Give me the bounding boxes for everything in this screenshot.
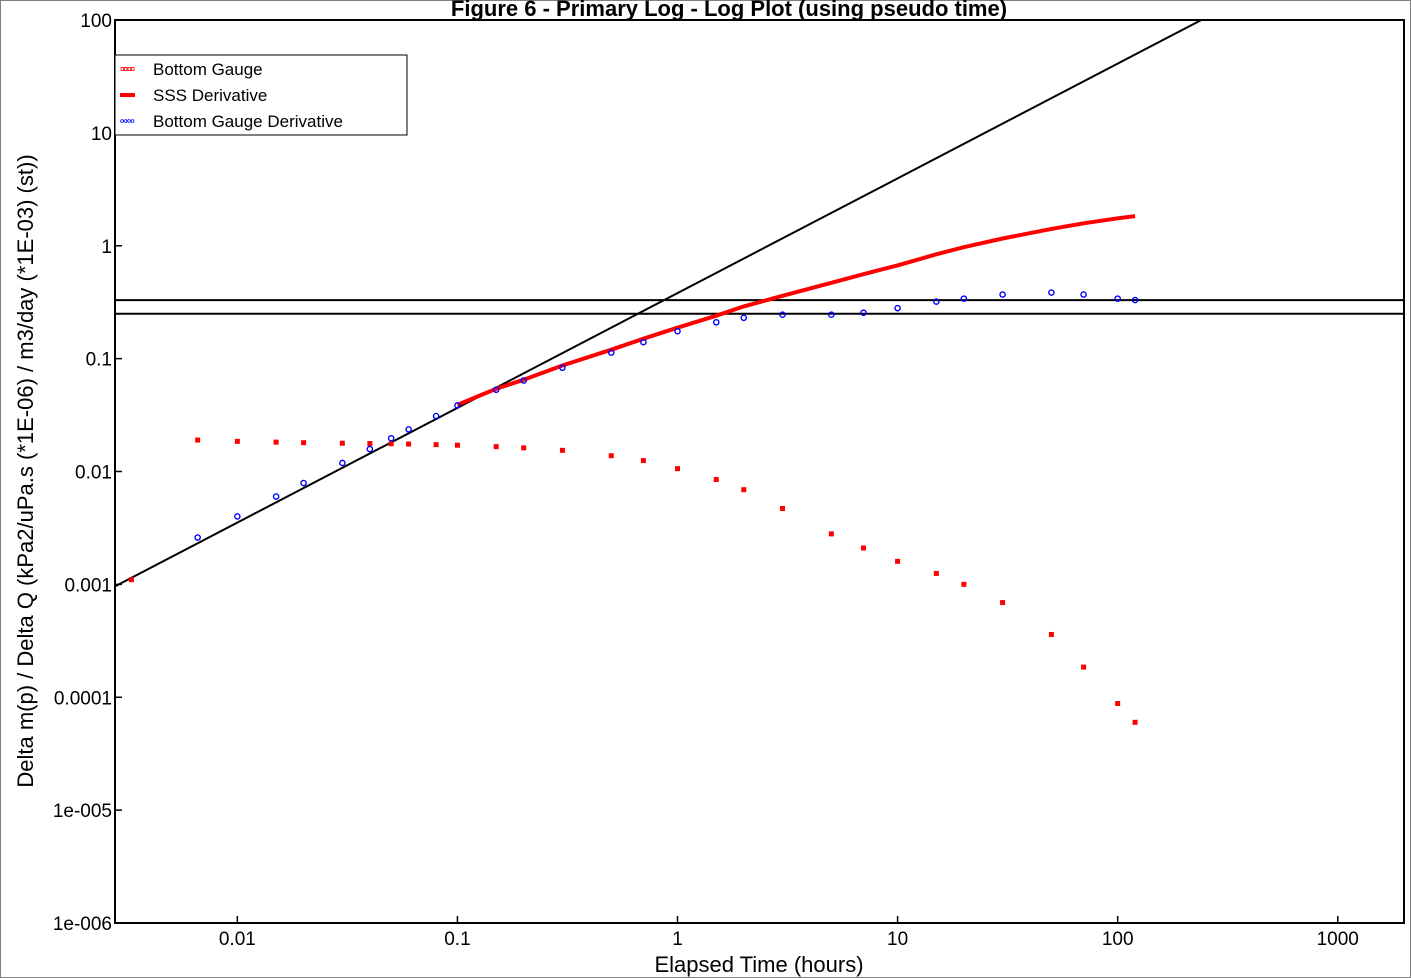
y-tick-label: 100 bbox=[80, 11, 112, 32]
chart-title: Figure 6 - Primary Log - Log Plot (using… bbox=[451, 0, 1007, 21]
y-tick-label: 0.0001 bbox=[54, 688, 112, 709]
x-axis-label: Elapsed Time (hours) bbox=[654, 952, 863, 977]
data-point bbox=[894, 304, 901, 312]
data-point bbox=[234, 513, 241, 520]
unit-slope-line bbox=[114, 19, 1202, 588]
data-point bbox=[741, 487, 747, 493]
legend: Bottom Gauge SSS Derivative Bottom Gauge D… bbox=[114, 54, 408, 136]
data-point bbox=[387, 434, 395, 442]
legend-symbol bbox=[120, 67, 135, 71]
data-point bbox=[1048, 289, 1055, 296]
data-point bbox=[779, 311, 786, 318]
data-point bbox=[1000, 600, 1006, 606]
data-point bbox=[433, 442, 439, 448]
data-point bbox=[454, 442, 460, 448]
data-point bbox=[234, 438, 240, 444]
data-point bbox=[521, 445, 527, 451]
data-point bbox=[1114, 295, 1121, 302]
data-point bbox=[405, 426, 412, 433]
x-tick-label: 1 bbox=[672, 929, 683, 950]
data-point bbox=[493, 444, 499, 450]
x-tick-label: 1000 bbox=[1317, 929, 1359, 950]
data-point bbox=[860, 309, 867, 317]
data-point bbox=[1132, 719, 1138, 725]
y-tick-label: 1 bbox=[101, 237, 112, 258]
data-point bbox=[366, 445, 374, 453]
data-point bbox=[828, 311, 835, 318]
legend-symbol bbox=[120, 119, 135, 123]
data-point bbox=[640, 338, 647, 346]
y-tick-label: 1e-005 bbox=[53, 801, 112, 822]
data-point bbox=[432, 412, 440, 420]
data-point bbox=[406, 441, 412, 447]
data-point bbox=[999, 291, 1006, 298]
legend-label: Bottom Gauge Derivative bbox=[153, 112, 343, 131]
data-point bbox=[559, 447, 565, 453]
legend-symbol bbox=[120, 93, 135, 97]
data-point bbox=[933, 570, 939, 576]
data-point bbox=[607, 349, 615, 356]
data-point bbox=[675, 466, 681, 472]
data-point bbox=[1081, 664, 1087, 670]
data-point bbox=[1048, 631, 1054, 637]
data-point bbox=[712, 318, 720, 326]
data-point bbox=[300, 479, 307, 487]
data-point bbox=[960, 295, 968, 302]
x-tick-label: 0.1 bbox=[444, 929, 470, 950]
data-point bbox=[388, 441, 394, 447]
data-point bbox=[559, 364, 566, 372]
data-point bbox=[674, 327, 681, 335]
data-point bbox=[640, 458, 646, 464]
legend-label: SSS Derivative bbox=[153, 86, 267, 105]
data-point bbox=[861, 545, 867, 551]
data-point bbox=[339, 459, 346, 467]
legend-label: Bottom Gauge bbox=[153, 60, 263, 79]
x-tick-label: 100 bbox=[1102, 929, 1134, 950]
series-bottom-gauge-derivative bbox=[194, 289, 1139, 541]
data-point bbox=[1131, 296, 1139, 304]
data-point bbox=[1115, 701, 1121, 707]
series-sss-derivative bbox=[456, 214, 1136, 407]
data-point bbox=[520, 377, 527, 384]
axis-ticks: 0.01 0.1 1 10 100 1000 1e-006 1e-005 0.0001 0.001… bbox=[53, 11, 1359, 950]
data-point bbox=[339, 440, 345, 446]
series-bottom-gauge bbox=[128, 437, 1138, 725]
y-tick-label: 0.01 bbox=[75, 463, 112, 484]
data-point bbox=[272, 493, 280, 500]
data-point bbox=[780, 506, 786, 512]
data-point bbox=[1080, 291, 1087, 298]
data-point bbox=[454, 402, 461, 409]
data-point bbox=[828, 531, 834, 537]
data-point bbox=[273, 439, 279, 445]
data-point bbox=[933, 298, 940, 305]
data-point bbox=[367, 441, 373, 447]
data-point bbox=[961, 581, 967, 587]
data-point bbox=[194, 534, 201, 541]
data-point bbox=[713, 476, 719, 482]
legend-box bbox=[114, 54, 408, 136]
data-point bbox=[895, 558, 901, 564]
data-series bbox=[128, 214, 1139, 725]
data-point bbox=[740, 314, 748, 322]
data-point bbox=[492, 386, 500, 394]
y-tick-label: 0.001 bbox=[64, 575, 112, 596]
y-tick-label: 0.1 bbox=[86, 350, 112, 371]
sss-derivative-curve bbox=[456, 214, 1136, 407]
data-point bbox=[128, 577, 134, 583]
x-tick-label: 10 bbox=[887, 929, 908, 950]
y-axis-label: Delta m(p) / Delta Q (kPa2/uPa.s (*1E-06… bbox=[13, 154, 38, 787]
data-point bbox=[195, 437, 201, 443]
y-tick-label: 1e-006 bbox=[53, 914, 112, 935]
data-point bbox=[608, 453, 614, 459]
x-tick-label: 0.01 bbox=[219, 929, 256, 950]
data-point bbox=[301, 440, 307, 446]
y-tick-label: 10 bbox=[91, 124, 112, 145]
